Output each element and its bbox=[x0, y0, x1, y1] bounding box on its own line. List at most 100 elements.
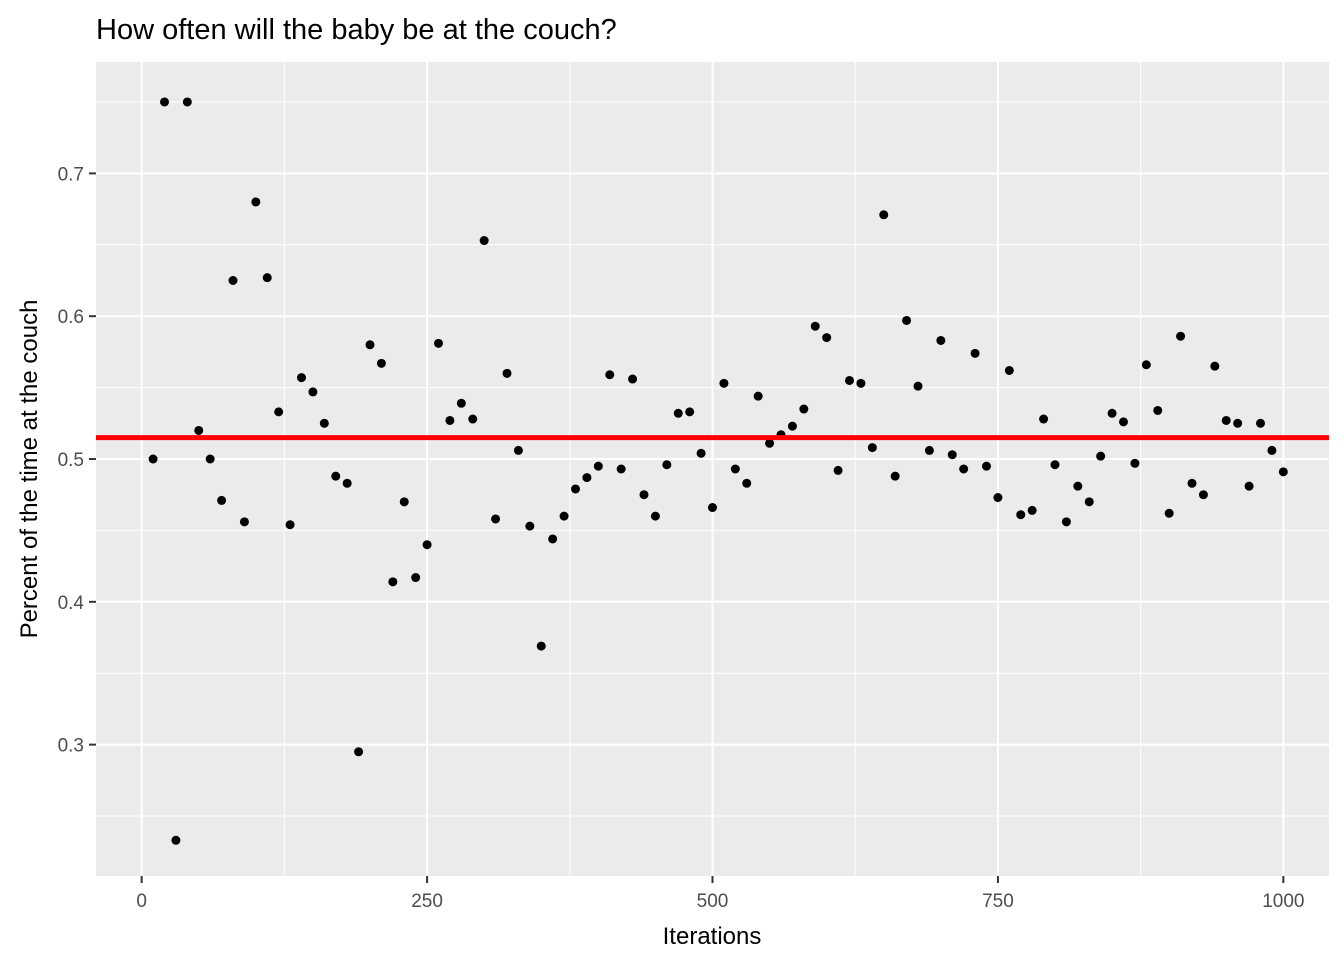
data-point bbox=[605, 370, 615, 380]
data-point bbox=[1176, 331, 1186, 341]
data-point bbox=[1244, 481, 1254, 491]
data-point bbox=[787, 421, 797, 431]
data-point bbox=[1153, 405, 1163, 415]
data-point bbox=[376, 358, 386, 368]
y-tick-label: 0.6 bbox=[58, 307, 84, 328]
data-point bbox=[205, 454, 215, 464]
data-point bbox=[1107, 408, 1117, 418]
data-point bbox=[1130, 458, 1140, 468]
data-point bbox=[1141, 360, 1151, 370]
x-tick-label: 750 bbox=[982, 891, 1014, 912]
data-point bbox=[845, 375, 854, 385]
data-point bbox=[1210, 361, 1220, 371]
data-point bbox=[1004, 365, 1014, 375]
data-point bbox=[194, 425, 204, 435]
data-point bbox=[902, 315, 912, 325]
chart-title: How often will the baby be at the couch? bbox=[96, 14, 617, 46]
data-point bbox=[1198, 490, 1208, 500]
y-tick-label: 0.7 bbox=[58, 164, 84, 185]
data-point bbox=[696, 448, 706, 458]
y-tick-label: 0.4 bbox=[58, 593, 85, 614]
data-point bbox=[331, 471, 341, 481]
data-point bbox=[673, 408, 683, 418]
data-point bbox=[799, 404, 809, 414]
data-point bbox=[879, 210, 889, 220]
x-tick-label: 0 bbox=[136, 891, 147, 912]
data-point bbox=[365, 340, 375, 350]
data-point bbox=[1267, 445, 1277, 455]
data-point bbox=[890, 471, 900, 481]
data-point bbox=[239, 517, 249, 527]
data-point bbox=[319, 418, 329, 428]
data-point bbox=[536, 641, 546, 651]
data-point bbox=[548, 534, 558, 544]
data-point bbox=[1119, 417, 1128, 427]
data-point bbox=[1096, 451, 1106, 461]
data-point bbox=[628, 374, 638, 384]
data-point bbox=[1050, 460, 1060, 470]
data-point bbox=[730, 464, 740, 474]
data-point bbox=[1084, 497, 1094, 507]
data-point bbox=[559, 511, 569, 521]
data-point bbox=[1016, 510, 1026, 520]
data-point bbox=[502, 368, 512, 378]
data-point bbox=[833, 465, 843, 475]
data-point bbox=[822, 333, 832, 343]
data-point bbox=[1073, 481, 1083, 491]
data-point bbox=[947, 450, 957, 460]
data-point bbox=[924, 445, 934, 455]
x-tick-label: 1000 bbox=[1262, 891, 1304, 912]
data-point bbox=[662, 460, 672, 470]
data-point bbox=[262, 273, 272, 283]
data-point bbox=[1221, 415, 1231, 425]
data-point bbox=[228, 275, 238, 285]
data-point bbox=[491, 514, 501, 524]
data-point bbox=[479, 236, 489, 246]
data-point bbox=[251, 197, 261, 207]
data-point bbox=[616, 464, 626, 474]
data-point bbox=[513, 445, 523, 455]
x-tick-label: 500 bbox=[697, 891, 729, 912]
y-axis-title: Percent of the time at the couch bbox=[16, 300, 43, 639]
data-point bbox=[354, 747, 364, 757]
data-point bbox=[171, 835, 181, 845]
x-axis-title: Iterations bbox=[663, 923, 762, 950]
data-point bbox=[217, 495, 227, 505]
y-tick-label: 0.3 bbox=[58, 736, 84, 757]
data-point bbox=[411, 573, 421, 583]
x-tick-label: 250 bbox=[411, 891, 443, 912]
data-point bbox=[1233, 418, 1243, 428]
data-point bbox=[1039, 414, 1049, 424]
data-point bbox=[582, 473, 592, 483]
data-point bbox=[708, 503, 717, 513]
data-point bbox=[434, 338, 443, 348]
x-axis-ticks: 0 250 500 750 1000 bbox=[136, 876, 1304, 912]
data-point bbox=[982, 461, 991, 471]
data-point bbox=[182, 97, 192, 107]
data-point bbox=[445, 415, 455, 425]
data-point bbox=[719, 378, 729, 388]
data-point bbox=[993, 493, 1003, 503]
data-point bbox=[1061, 517, 1071, 527]
data-point bbox=[148, 454, 158, 464]
data-point bbox=[160, 97, 169, 107]
data-point bbox=[388, 577, 398, 587]
data-point bbox=[1164, 508, 1174, 518]
data-point bbox=[456, 398, 466, 408]
data-point bbox=[810, 321, 820, 331]
data-point bbox=[297, 373, 306, 383]
data-point bbox=[970, 348, 980, 358]
data-point bbox=[753, 391, 763, 401]
data-point bbox=[399, 497, 409, 507]
data-point bbox=[742, 478, 752, 488]
data-point bbox=[685, 407, 695, 417]
data-points bbox=[148, 97, 1288, 845]
data-point bbox=[1256, 418, 1265, 428]
data-point bbox=[525, 521, 535, 531]
data-point bbox=[422, 540, 432, 550]
y-axis-ticks: 0.3 0.4 0.5 0.6 0.7 bbox=[58, 164, 96, 757]
data-point bbox=[274, 407, 284, 417]
y-tick-label: 0.5 bbox=[58, 450, 84, 471]
data-point bbox=[285, 520, 295, 530]
